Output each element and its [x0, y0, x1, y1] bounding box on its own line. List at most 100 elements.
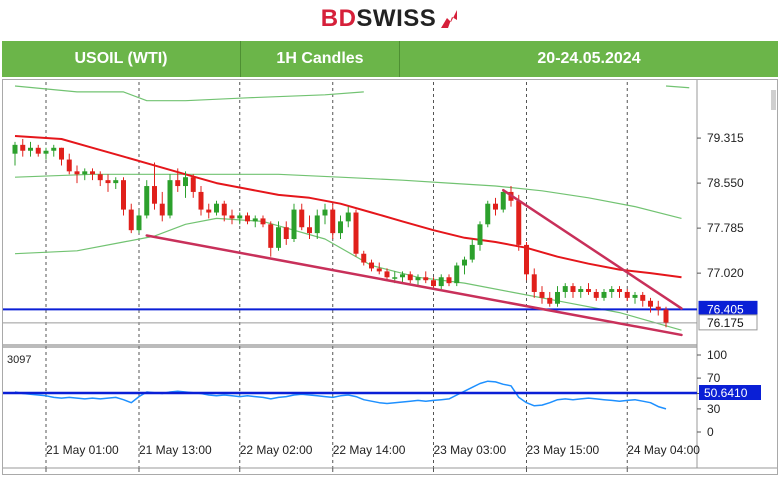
candle-body-59 [469, 244, 475, 260]
candle-body-75 [593, 291, 599, 298]
candle-body-66 [524, 244, 529, 275]
brand-logo: BDSWISS [0, 4, 780, 34]
candle-body-57 [454, 265, 460, 284]
candle-body-37 [299, 209, 305, 228]
bollinger-lower-line [14, 217, 682, 331]
candle-body-68 [539, 291, 545, 298]
indicator-label: 3097 [7, 354, 31, 366]
rsi-tick-label-3: 30 [707, 402, 721, 416]
candle-body-76 [601, 291, 607, 298]
candle-body-45 [361, 253, 367, 263]
candle-body-44 [353, 212, 359, 254]
price-tick-label-2: 77.785 [707, 221, 744, 235]
candle-body-84 [663, 309, 669, 323]
candle-body-71 [562, 286, 568, 292]
candle-body-43 [345, 212, 351, 222]
rsi-line [14, 380, 667, 410]
rsi-level-callout-box [699, 385, 761, 401]
candle-body-4 [43, 150, 49, 154]
candle-body-22 [183, 177, 188, 187]
brand-name-bd: BD [320, 5, 357, 32]
candle-body-19 [159, 203, 165, 216]
candle-body-21 [175, 180, 181, 187]
candle-body-60 [477, 224, 483, 245]
time-tick-label-3: 22 May 14:00 [333, 443, 406, 457]
time-tick-label-0: 21 May 01:00 [46, 443, 119, 457]
rsi-level-callout-label: 50.6410 [704, 386, 748, 400]
candle-body-15 [128, 209, 134, 231]
symbol-label: USOIL (WTI) [2, 41, 241, 77]
date-range-label: 20-24.05.2024 [537, 50, 641, 67]
candle-body-40 [322, 209, 328, 216]
candle-body-30 [245, 215, 250, 222]
candle-body-31 [252, 218, 258, 222]
candle-body-51 [407, 274, 413, 281]
trendline-0 [145, 234, 683, 337]
candle-body-80 [632, 294, 638, 298]
time-tick-label-1: 21 May 13:00 [139, 443, 212, 457]
candle-body-38 [307, 227, 312, 234]
candle-body-2 [28, 147, 33, 151]
candle-body-65 [516, 200, 522, 245]
candle-body-54 [431, 280, 436, 287]
candle-body-82 [648, 300, 653, 307]
candle-body-47 [376, 268, 382, 272]
candle-body-8 [74, 171, 80, 175]
candle-body-16 [136, 215, 142, 231]
candle-body-18 [152, 186, 157, 204]
rsi-tick-label-4: 0 [707, 425, 714, 439]
price-tick-label-1: 78.550 [707, 176, 744, 190]
brand-arrow-icon [441, 10, 458, 28]
candle-body-1 [20, 144, 26, 151]
candle-body-62 [493, 203, 498, 210]
candle-body-14 [121, 180, 126, 210]
chart-header: USOIL (WTI) 1H Candles 20-24.05.2024 [2, 41, 778, 77]
rsi-tick-label-1: 70 [707, 371, 721, 385]
candle-body-61 [485, 203, 491, 225]
candle-body-67 [531, 274, 537, 292]
candle-body-58 [462, 259, 467, 266]
candle-body-42 [338, 221, 343, 234]
candle-body-63 [500, 191, 506, 210]
candle-body-17 [144, 186, 150, 216]
candle-body-81 [640, 294, 646, 301]
candle-body-12 [105, 180, 111, 184]
candle-body-46 [369, 262, 374, 269]
candle-body-39 [314, 215, 320, 234]
price-tick-label-3: 77.020 [707, 266, 744, 280]
bollinger-upper-tail [665, 85, 690, 89]
chart-frame: 79.315 78.550 77.785 77.020 76.405 76.175 3097… [2, 79, 778, 475]
candle-body-77 [609, 289, 615, 292]
candle-body-27 [221, 203, 227, 216]
candle-body-5 [51, 147, 57, 151]
candle-body-6 [59, 147, 64, 160]
candle-body-36 [291, 209, 297, 240]
candle-body-26 [214, 203, 219, 213]
candle-body-23 [190, 177, 196, 192]
candle-body-70 [555, 291, 560, 304]
moving-average-line [14, 135, 682, 279]
candle-body-20 [167, 180, 173, 216]
candle-body-56 [446, 277, 452, 284]
time-tick-label-6: 24 May 04:00 [627, 443, 700, 457]
candle-body-24 [198, 191, 204, 210]
brand-name-swiss: SWISS [356, 5, 437, 32]
bollinger-upper-line [14, 85, 364, 102]
time-tick-label-4: 23 May 03:00 [434, 443, 507, 457]
candle-body-25 [206, 209, 212, 213]
candle-body-52 [415, 277, 421, 281]
candle-body-49 [392, 277, 398, 279]
candle-body-79 [624, 291, 630, 298]
candle-body-35 [283, 227, 289, 240]
candle-body-72 [570, 286, 576, 292]
brand-name: BDSWISS [321, 5, 437, 33]
rsi-tick-label-0: 100 [707, 348, 727, 362]
price-tick-label-0: 79.315 [707, 131, 744, 145]
price-callout-box-1 [698, 314, 758, 331]
candle-body-29 [237, 215, 243, 219]
trendline-1 [502, 188, 683, 310]
candle-body-13 [113, 180, 119, 184]
time-tick-label-2: 22 May 02:00 [240, 443, 313, 457]
price-callout-label-1: 76.175 [707, 316, 744, 330]
